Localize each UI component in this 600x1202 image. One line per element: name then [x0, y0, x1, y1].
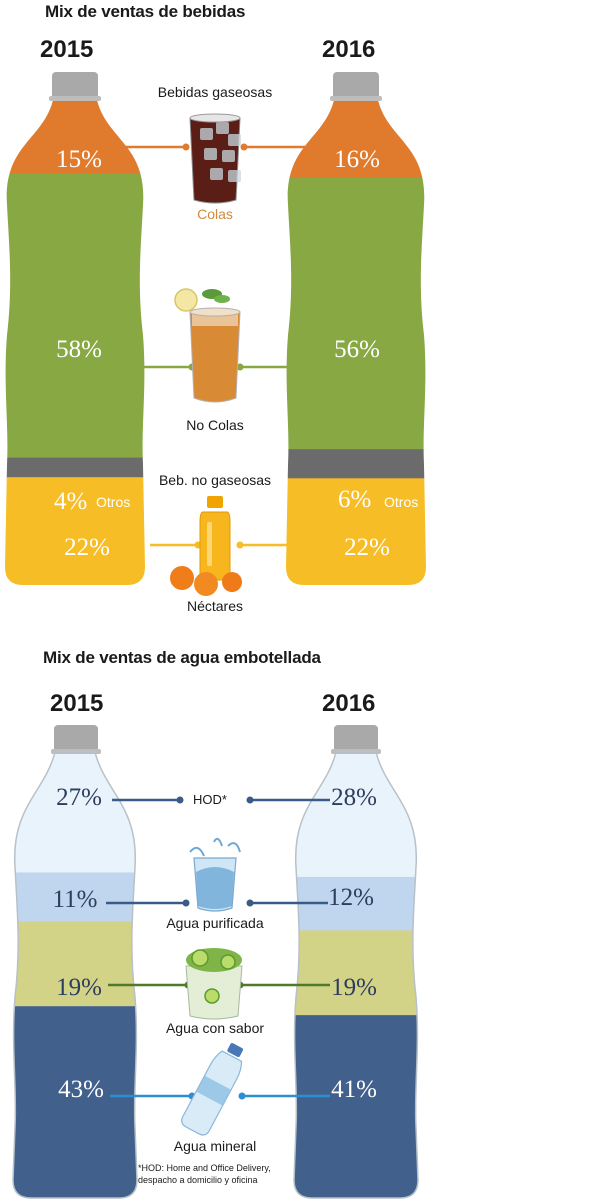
connector-nocolas-right-dot — [236, 363, 244, 371]
label-nectares: Néctares — [186, 598, 244, 614]
juice-bottle-oranges-icon — [170, 496, 242, 596]
connector-purificada-right-dot — [246, 899, 254, 907]
connector-mineral-right-dot — [238, 1092, 246, 1100]
label-agua-con-sabor: Agua con sabor — [165, 1020, 265, 1036]
label-sabor-2016: 19% — [331, 974, 377, 1001]
label-agua-purificada: Agua purificada — [166, 915, 264, 931]
label-hod-2015: 27% — [56, 784, 102, 811]
chart2-year-2015: 2015 — [50, 690, 104, 717]
label-nectares-2015: 22% — [64, 534, 110, 561]
bottle-bebidas-2015-cap — [52, 72, 98, 100]
bottle-bebidas-2016-cap — [333, 72, 379, 100]
cola-glass-icon — [189, 113, 241, 204]
segment-agua-con-sabor-2016 — [294, 930, 418, 1016]
connector-colas-left-dot — [182, 143, 190, 151]
label-purificada-2016: 12% — [328, 884, 374, 911]
bottle-bebidas-2015-cap-ring — [49, 96, 101, 101]
connector-hod-left-dot — [176, 796, 184, 804]
footnote-hod: *HOD: Home and Office Delivery, despacho… — [138, 1163, 271, 1185]
label-mineral-2015: 43% — [58, 1076, 104, 1103]
label-sabor-2015: 19% — [56, 974, 102, 1001]
water-splash-glass-icon — [189, 837, 241, 912]
bottle-agua-2015-outline — [12, 751, 138, 1199]
connector-purificada-left-dot — [182, 899, 190, 907]
label-colas-2015: 15% — [56, 146, 102, 173]
label-otros-2016: 6% — [338, 486, 372, 513]
chart2-year-2016: 2016 — [322, 690, 376, 717]
segment-n-ctares-2015 — [5, 477, 145, 585]
chart1-year-2016: 2016 — [322, 36, 376, 63]
label-bebidas-gaseosas: Bebidas gaseosas — [157, 84, 273, 100]
lime-water-glass-icon — [185, 948, 243, 1020]
segment-otros-2016 — [286, 449, 426, 479]
label-no-colas: No Colas — [186, 417, 244, 433]
label-nocolas-2016: 56% — [334, 336, 380, 363]
label-otros-2015: 4% — [54, 488, 88, 515]
connector-nectares-right-dot — [236, 541, 244, 549]
label-nectares-2016: 22% — [344, 534, 390, 561]
mineral-water-bottle-icon — [181, 1043, 244, 1136]
segment-agua-mineral-2015 — [13, 1006, 137, 1198]
segment-no-colas-2015 — [5, 173, 145, 459]
segment-agua-con-sabor-2015 — [13, 921, 137, 1007]
bottle-agua-2016-cap — [334, 725, 378, 753]
bottle-agua-2015-cap — [54, 725, 98, 753]
segment-agua-purificada-2015 — [13, 872, 137, 922]
label-purificada-2015: 11% — [52, 886, 98, 913]
chart2-title: Mix de ventas de agua embotellada — [43, 648, 321, 667]
label-otros-name-2016: Otros — [384, 494, 419, 510]
bottle-bebidas-2016-cap-ring — [330, 96, 382, 101]
segment-otros-2015 — [5, 457, 145, 478]
connector-hod-right-dot — [246, 796, 254, 804]
bottle-agua-2015-fill — [13, 752, 137, 1198]
label-mineral-2016: 41% — [331, 1076, 377, 1103]
label-beb-no-gaseosas: Beb. no gaseosas — [158, 472, 272, 488]
label-nocolas-2015: 58% — [56, 336, 102, 363]
segment-hod--2015 — [13, 752, 137, 873]
chart1-year-2015: 2015 — [40, 36, 94, 63]
label-colas: Colas — [197, 206, 233, 222]
bottle-agua-2016-outline — [293, 751, 419, 1199]
label-hod-2016: 28% — [331, 784, 377, 811]
segment-n-ctares-2016 — [286, 478, 426, 585]
connector-colas-right-dot — [240, 143, 248, 151]
segment-agua-mineral-2016 — [294, 1015, 418, 1198]
label-hod: HOD* — [193, 792, 227, 807]
label-colas-2016: 16% — [334, 146, 380, 173]
label-otros-name-2015: Otros — [96, 494, 131, 510]
segment-no-colas-2016 — [286, 177, 426, 450]
bottle-agua-2016-fill — [294, 752, 418, 1198]
label-agua-mineral: Agua mineral — [173, 1138, 257, 1154]
chart1-title: Mix de ventas de bebidas — [45, 2, 246, 21]
iced-tea-glass-icon — [174, 288, 241, 403]
